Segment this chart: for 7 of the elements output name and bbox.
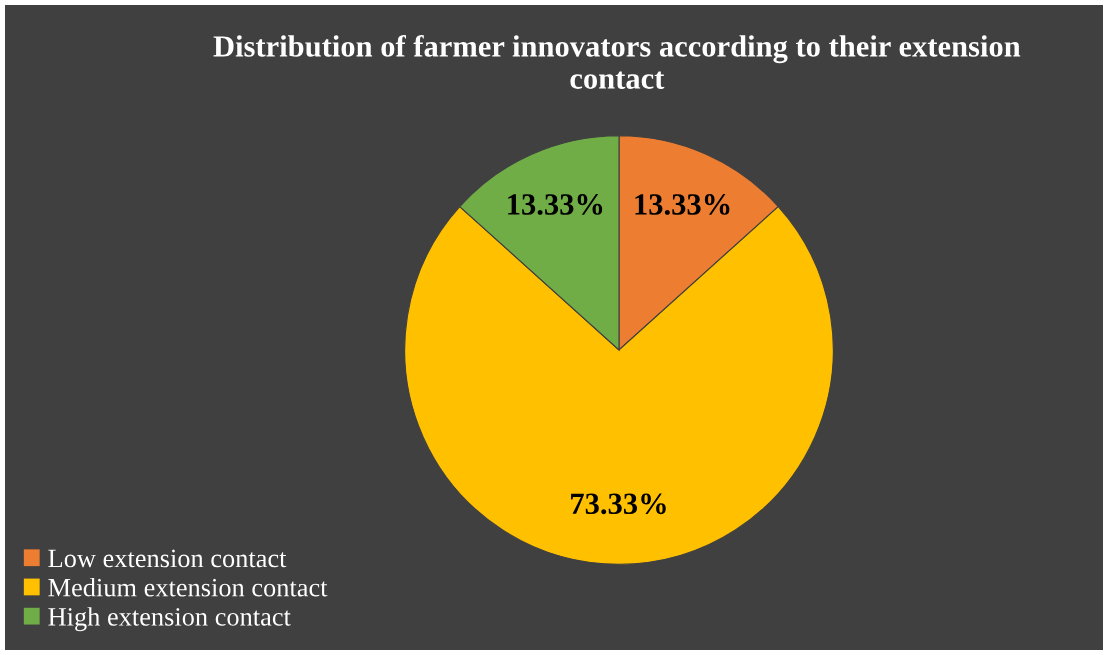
- data-label: 73.33%: [571, 493, 666, 515]
- data-label: 13.33%: [508, 194, 603, 215]
- legend-label: Medium extension contact: [48, 577, 328, 597]
- chart-title: Distribution of farmer innovators according to their extension contact: [213, 34, 1021, 89]
- data-label: 13.33%: [635, 194, 730, 215]
- legend-label: High extension contact: [48, 607, 291, 632]
- legend-label: Low extension contact: [48, 549, 287, 568]
